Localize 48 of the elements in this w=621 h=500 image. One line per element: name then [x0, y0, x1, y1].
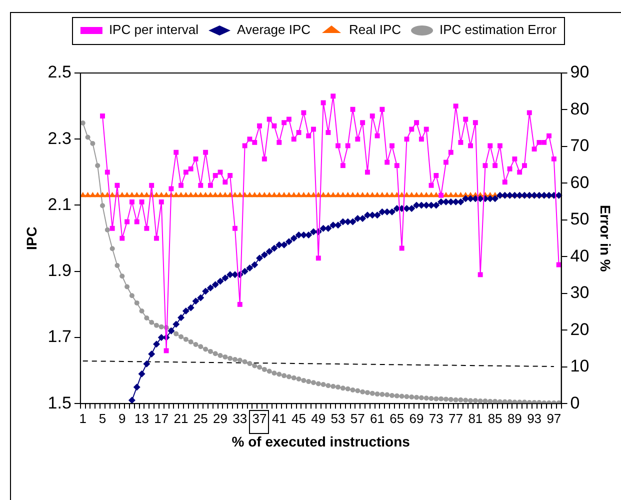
x-tick-label: 89	[507, 410, 522, 426]
x-tick-label: 65	[390, 410, 404, 426]
x-tick-label: 93	[527, 410, 542, 426]
y2-tick-label: 90	[570, 62, 590, 82]
x-tick-label: 53	[330, 410, 346, 426]
x-tick-label: 77	[448, 410, 464, 426]
y-tick-label: 2.3	[48, 128, 72, 148]
x-tick-label: 61	[370, 410, 385, 426]
y2-tick-label: 60	[570, 172, 590, 192]
y2-tick-label: 10	[570, 356, 590, 376]
y2-tick-label: 20	[570, 320, 590, 339]
y2-axis-title: Error in %	[598, 204, 614, 272]
x-tick-label: 85	[488, 410, 502, 426]
x-tick-label: 45	[292, 410, 306, 426]
x-tick-label: 33	[232, 410, 248, 426]
y2-tick-label: 50	[570, 210, 590, 229]
x-tick-label: 25	[193, 410, 208, 426]
y2-tick-label: 40	[570, 246, 590, 266]
x-tick-label: 97	[546, 410, 562, 426]
x-tick-label: 81	[468, 410, 483, 426]
x-tick-label: 1	[79, 410, 87, 426]
legend-label: Real IPC	[349, 22, 402, 38]
x-tick-label: 9	[118, 410, 126, 426]
x-tick-label: 57	[350, 410, 365, 426]
y2-tick-label: 70	[570, 136, 590, 156]
y2-tick-label: 0	[570, 393, 580, 412]
y-tick-label: 2.1	[48, 194, 72, 214]
x-tick-label: 41	[272, 410, 286, 426]
x-tick-label: 5	[98, 410, 106, 426]
y-tick-label: 2.5	[48, 62, 72, 82]
x-axis-title: % of executed instructions	[232, 433, 410, 450]
y2-tick-label: 80	[570, 99, 590, 118]
legend-label: IPC estimation Error	[440, 22, 558, 38]
y-tick-label: 1.9	[48, 261, 72, 280]
y-tick-label: 1.7	[48, 327, 72, 346]
x-tick-label: 37	[252, 410, 267, 426]
y2-tick-label: 30	[570, 283, 590, 302]
x-tick-label: 17	[154, 410, 169, 426]
y-axis-title: IPC	[23, 226, 40, 250]
x-tick-label: 49	[311, 410, 326, 426]
x-tick-label: 69	[409, 410, 424, 426]
x-tick-label: 21	[174, 410, 188, 426]
x-tick-label: 13	[134, 410, 149, 426]
legend-label: Average IPC	[237, 22, 311, 38]
legend-label: IPC per interval	[108, 22, 199, 38]
y-tick-label: 1.5	[48, 393, 72, 412]
x-tick-label: 29	[213, 410, 228, 426]
x-tick-label: 73	[428, 410, 444, 426]
